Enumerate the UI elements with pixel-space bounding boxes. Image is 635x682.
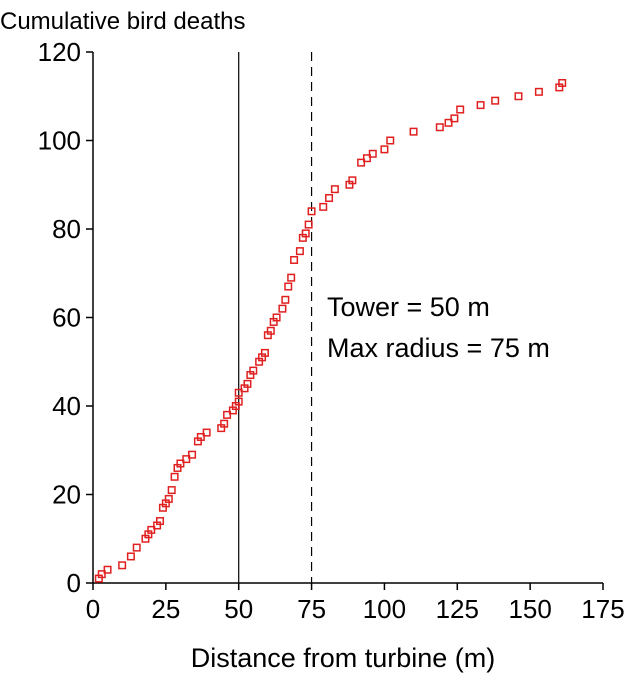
data-point (319, 202, 328, 211)
data-point (534, 87, 543, 96)
data-point (156, 517, 165, 526)
data-point (176, 459, 185, 468)
data-point (182, 455, 191, 464)
data-point (167, 486, 176, 495)
data-point (287, 273, 296, 282)
data-point (348, 176, 357, 185)
y-tick-label: 120 (38, 37, 81, 67)
data-point (97, 570, 106, 579)
data-point (304, 220, 313, 229)
data-point (103, 565, 112, 574)
data-point (514, 92, 523, 101)
y-axis-label: Cumulative bird deaths (0, 8, 245, 35)
annotation-tower: Tower = 50 m (327, 292, 490, 322)
y-tick-label: 20 (52, 480, 81, 510)
data-point (368, 149, 377, 158)
x-tick-label: 0 (86, 594, 100, 624)
data-point (272, 313, 281, 322)
x-tick-label: 175 (581, 594, 624, 624)
data-point (386, 136, 395, 145)
data-point (330, 185, 339, 194)
x-tick-label: 75 (297, 594, 326, 624)
data-point (202, 428, 211, 437)
x-tick-label: 150 (508, 594, 551, 624)
data-point (243, 379, 252, 388)
data-point (357, 158, 366, 167)
data-point (188, 450, 197, 459)
data-point (223, 410, 232, 419)
annotation-max-radius: Max radius = 75 m (327, 333, 550, 363)
data-point (435, 123, 444, 132)
data-point (147, 525, 156, 534)
data-point (234, 397, 243, 406)
data-point (307, 207, 316, 216)
data-point (295, 247, 304, 256)
data-point (558, 78, 567, 87)
y-tick-label: 60 (52, 303, 81, 333)
x-tick-label: 25 (151, 594, 180, 624)
data-point (260, 348, 269, 357)
data-point (444, 118, 453, 127)
data-point (301, 229, 310, 238)
x-axis-label: Distance from turbine (m) (191, 643, 496, 673)
y-tick-label: 100 (38, 126, 81, 156)
data-point (196, 432, 205, 441)
data-point (170, 472, 179, 481)
data-point (362, 154, 371, 163)
data-point (409, 127, 418, 136)
y-tick-label: 40 (52, 391, 81, 421)
data-point (220, 419, 229, 428)
data-point (278, 304, 287, 313)
data-point (491, 96, 500, 105)
data-point (118, 561, 127, 570)
data-point (476, 101, 485, 110)
data-point (290, 255, 299, 264)
data-point (284, 282, 293, 291)
data-point (380, 145, 389, 154)
data-point (281, 295, 290, 304)
data-point (126, 552, 135, 561)
data-point (266, 326, 275, 335)
data-point (450, 114, 459, 123)
x-tick-label: 50 (224, 594, 253, 624)
y-tick-label: 80 (52, 214, 81, 244)
data-point (132, 543, 141, 552)
data-point (249, 366, 258, 375)
y-tick-label: 0 (67, 568, 81, 598)
data-point (164, 494, 173, 503)
x-tick-label: 100 (363, 594, 406, 624)
x-tick-label: 125 (436, 594, 479, 624)
data-point (234, 388, 243, 397)
data-point (456, 105, 465, 114)
data-point (325, 194, 334, 203)
